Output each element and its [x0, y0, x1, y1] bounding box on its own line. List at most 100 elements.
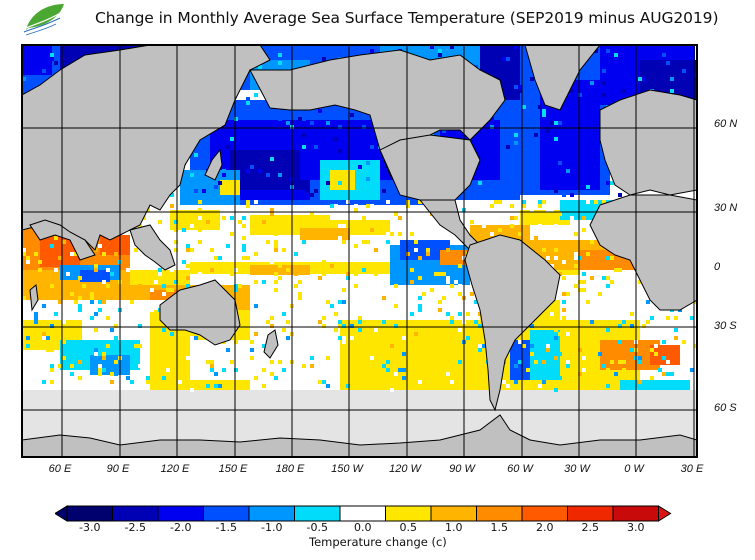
- anomaly-pixel: [562, 308, 566, 312]
- anomaly-pixel: [574, 252, 578, 256]
- anomaly-pixel: [590, 332, 594, 336]
- anomaly-pixel: [530, 372, 534, 376]
- anomaly-pixel: [282, 248, 286, 252]
- anomaly-pixel: [558, 212, 562, 216]
- anomaly-pixel: [382, 276, 386, 280]
- anomaly-pixel: [190, 224, 194, 228]
- anomaly-pixel: [590, 336, 594, 340]
- colorbar-swatch: [521, 505, 568, 522]
- anomaly-pixel: [162, 272, 166, 276]
- anomaly-pixel: [246, 256, 250, 260]
- anomaly-pixel: [174, 220, 178, 224]
- anomaly-pixel: [334, 276, 338, 280]
- anomaly-pixel: [554, 304, 558, 308]
- anomaly-pixel: [342, 300, 346, 304]
- anomaly-pixel: [114, 360, 118, 364]
- anomaly-pixel: [246, 97, 250, 101]
- anomaly-pixel: [62, 340, 66, 344]
- anomaly-pixel: [538, 105, 542, 109]
- anomaly-pixel: [562, 292, 566, 296]
- colorbar-tick-label: -3.0: [79, 521, 101, 534]
- anomaly-pixel: [566, 364, 570, 368]
- anomaly-pixel: [214, 256, 218, 260]
- anomaly-pixel: [418, 200, 422, 204]
- anomaly-pixel: [94, 248, 98, 252]
- anomaly-pixel: [130, 340, 134, 344]
- anomaly-pixel: [390, 232, 394, 236]
- longitude-label: 30 W: [564, 463, 590, 475]
- anomaly-pixel: [682, 320, 686, 324]
- anomaly-pixel: [246, 292, 250, 296]
- anomaly-pixel: [330, 264, 334, 268]
- anomaly-pixel: [422, 292, 426, 296]
- anomaly-pixel: [230, 216, 234, 220]
- anomaly-pixel: [146, 380, 150, 384]
- anomaly-region: [400, 240, 450, 260]
- anomaly-pixel: [578, 117, 582, 121]
- anomaly-pixel: [286, 220, 290, 224]
- anomaly-pixel: [602, 93, 606, 97]
- anomaly-pixel: [606, 384, 610, 388]
- anomaly-region: [80, 270, 110, 282]
- colorbar-tick-label: 3.0: [627, 521, 645, 534]
- anomaly-pixel: [458, 240, 462, 244]
- anomaly-pixel: [414, 332, 418, 336]
- anomaly-pixel: [262, 280, 266, 284]
- colorbar-swatch: [248, 505, 295, 522]
- anomaly-pixel: [350, 336, 354, 340]
- anomaly-pixel: [42, 336, 46, 340]
- anomaly-pixel: [514, 85, 518, 89]
- anomaly-pixel: [570, 216, 574, 220]
- anomaly-pixel: [78, 348, 82, 352]
- anomaly-pixel: [342, 324, 346, 328]
- anomaly-pixel: [606, 181, 610, 185]
- anomaly-pixel: [482, 49, 486, 53]
- anomaly-pixel: [382, 364, 386, 368]
- anomaly-pixel: [190, 173, 194, 177]
- anomaly-pixel: [226, 145, 230, 149]
- colorbar-tick-label: 0.0: [354, 521, 372, 534]
- anomaly-pixel: [554, 137, 558, 141]
- anomaly-pixel: [590, 320, 594, 324]
- anomaly-pixel: [254, 280, 258, 284]
- anomaly-pixel: [402, 352, 406, 356]
- anomaly-pixel: [170, 193, 174, 197]
- anomaly-pixel: [102, 352, 106, 356]
- anomaly-pixel: [626, 81, 630, 85]
- anomaly-pixel: [298, 360, 302, 364]
- anomaly-pixel: [234, 368, 238, 372]
- anomaly-pixel: [274, 280, 278, 284]
- anomaly-pixel: [446, 372, 450, 376]
- anomaly-pixel: [278, 360, 282, 364]
- anomaly-pixel: [562, 193, 566, 197]
- anomaly-pixel: [690, 316, 694, 320]
- anomaly-pixel: [58, 256, 62, 260]
- anomaly-pixel: [274, 240, 278, 244]
- anomaly-pixel: [50, 368, 54, 372]
- anomaly-pixel: [662, 372, 666, 376]
- anomaly-pixel: [646, 300, 650, 304]
- anomaly-pixel: [298, 292, 302, 296]
- anomaly-pixel: [554, 356, 558, 360]
- anomaly-pixel: [438, 300, 442, 304]
- anomaly-pixel: [470, 220, 474, 224]
- anomaly-pixel: [218, 376, 222, 380]
- latitude-label: 60 S: [714, 402, 737, 414]
- anomaly-pixel: [270, 208, 274, 212]
- anomaly-pixel: [62, 240, 66, 244]
- anomaly-pixel: [522, 105, 526, 109]
- anomaly-pixel: [286, 348, 290, 352]
- colorbar-swatch: [476, 505, 523, 522]
- map-frame: [21, 44, 698, 458]
- anomaly-pixel: [110, 372, 114, 376]
- anomaly-pixel: [278, 240, 282, 244]
- longitude-label: 30 E: [680, 463, 704, 475]
- anomaly-pixel: [214, 185, 218, 189]
- anomaly-pixel: [90, 316, 94, 320]
- anomaly-pixel: [402, 336, 406, 340]
- anomaly-pixel: [618, 193, 622, 197]
- anomaly-pixel: [114, 336, 118, 340]
- anomaly-pixel: [54, 268, 58, 272]
- anomaly-pixel: [474, 320, 478, 324]
- anomaly-pixel: [62, 320, 66, 324]
